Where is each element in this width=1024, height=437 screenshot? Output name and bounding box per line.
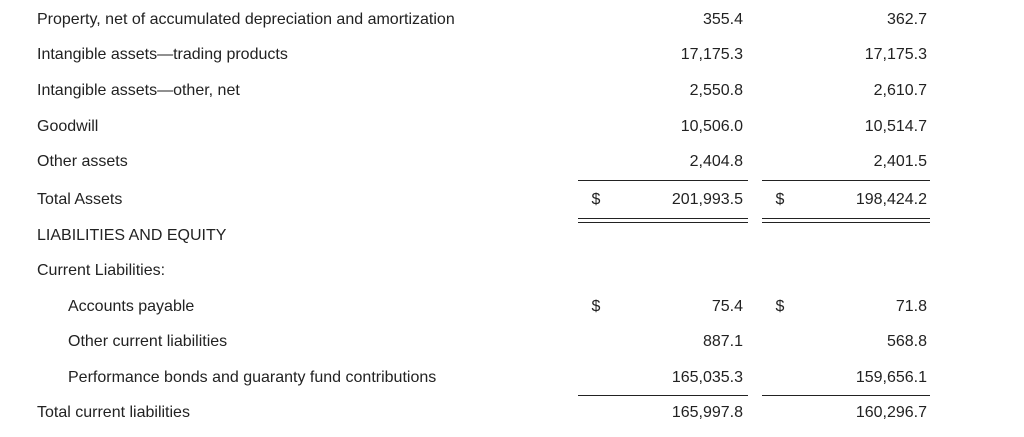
cell-value: 165,035.3 (671, 369, 743, 386)
cell-value: 17,175.3 (864, 46, 927, 63)
row-label: Intangible assets—trading products (37, 46, 288, 63)
currency-symbol: $ (591, 298, 601, 315)
rule-line (578, 222, 748, 223)
cell-value: 887.1 (702, 333, 743, 350)
cell-value: 17,175.3 (680, 46, 743, 63)
table-row: Accounts payable $ $75.4 71.8 (0, 295, 1024, 319)
table-row: Total Assets $ $201,993.5 198,424.2 (0, 188, 1024, 212)
cell-value: 2,610.7 (873, 82, 927, 99)
table-row: Intangible assets—other, net 2,550.8 2,610… (0, 79, 1024, 103)
rule-line (578, 180, 748, 181)
cell-value: 2,401.5 (873, 153, 927, 170)
table-row: Performance bonds and guaranty fund cont… (0, 366, 1024, 390)
currency-symbol: $ (591, 191, 601, 208)
table-row: Intangible assets—trading products 17,175… (0, 43, 1024, 67)
row-label: Other current liabilities (68, 333, 228, 350)
cell-value: 165,997.8 (671, 404, 743, 421)
rule-line (578, 395, 748, 396)
row-label: Property, net of accumulated depreciatio… (37, 11, 455, 28)
cell-value: 10,506.0 (680, 118, 743, 135)
table-row: Property, net of accumulated depreciatio… (0, 8, 1024, 32)
cell-value: 10,514.7 (864, 118, 927, 135)
cell-value: 160,296.7 (855, 404, 927, 421)
cell-value: 355.4 (702, 11, 743, 28)
row-label: Current Liabilities: (37, 262, 166, 279)
row-label: Performance bonds and guaranty fund cont… (68, 369, 437, 386)
table-row: Current Liabilities: (0, 259, 1024, 283)
rule-line (762, 218, 930, 219)
currency-symbol: $ (775, 298, 785, 315)
cell-value: 159,656.1 (855, 369, 927, 386)
row-label: LIABILITIES AND EQUITY (37, 227, 227, 244)
cell-value: 71.8 (895, 298, 927, 315)
row-label: Intangible assets—other, net (37, 82, 240, 99)
cell-value: 568.8 (886, 333, 927, 350)
table-row: Other assets 2,404.8 2,401.5 (0, 150, 1024, 174)
table-row: LIABILITIES AND EQUITY (0, 224, 1024, 248)
row-label: Total current liabilities (37, 404, 190, 421)
cell-value: 2,404.8 (689, 153, 743, 170)
row-label: Goodwill (37, 118, 99, 135)
currency-symbol: $ (775, 191, 785, 208)
table-row: Other current liabilities 887.1 568.8 (0, 330, 1024, 354)
cell-value: 2,550.8 (689, 82, 743, 99)
cell-value: 362.7 (886, 11, 927, 28)
rule-line (762, 222, 930, 223)
rule-line (578, 218, 748, 219)
rule-line (762, 395, 930, 396)
table-row: Goodwill 10,506.0 10,514.7 (0, 115, 1024, 139)
row-label: Accounts payable (68, 298, 195, 315)
table-row: Total current liabilities 165,997.8 160,29… (0, 401, 1024, 425)
cell-value: 198,424.2 (855, 191, 927, 208)
row-label: Other assets (37, 153, 128, 170)
cell-value: 201,993.5 (671, 191, 743, 208)
row-label: Total Assets (37, 191, 123, 208)
cell-value: 75.4 (711, 298, 743, 315)
rule-line (762, 180, 930, 181)
